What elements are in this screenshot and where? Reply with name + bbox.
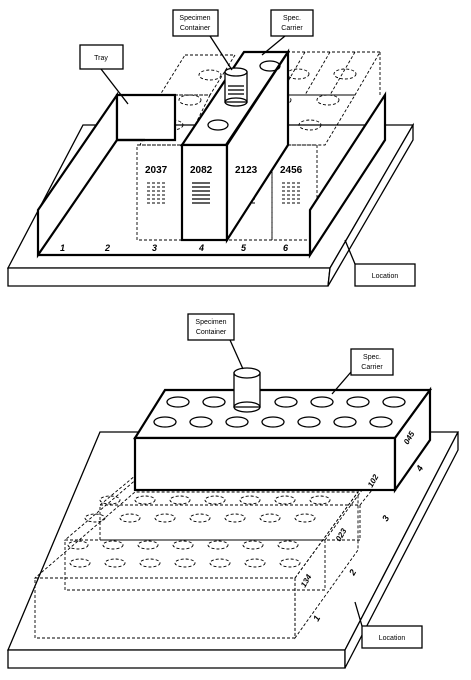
svg-text:Specimen: Specimen: [195, 319, 226, 326]
top-position-6: 6: [283, 243, 289, 253]
top-code-4: 2456: [280, 165, 303, 176]
top-position-1: 1: [60, 243, 65, 253]
svg-text:Location: Location: [379, 635, 406, 642]
top-callout-tray: Tray: [79, 44, 129, 105]
top-code-1: 2037: [145, 165, 168, 176]
top-position-2: 2: [104, 243, 110, 253]
top-specimen-container: [224, 67, 248, 107]
svg-text:Tray: Tray: [94, 55, 108, 62]
bottom-callout-location: Location: [354, 601, 423, 649]
bottom-position-4: 4: [414, 464, 426, 474]
bottom-position-2: 2: [347, 568, 359, 578]
top-position-4: 4: [198, 243, 204, 253]
bottom-highlighted-carrier: [133, 386, 433, 494]
top-code-2: 2082: [190, 165, 213, 176]
svg-text:Spec.: Spec.: [363, 354, 381, 361]
bottom-callout-spec-carrier: Spec. Carrier: [331, 348, 394, 395]
svg-text:Container: Container: [180, 25, 211, 32]
bottom-specimen-container: [233, 367, 261, 413]
top-callout-spec-carrier: Spec. Carrier: [261, 9, 314, 56]
svg-text:Specimen: Specimen: [179, 15, 210, 22]
bottom-position-1: 1: [311, 614, 322, 623]
svg-text:Spec.: Spec.: [283, 15, 301, 22]
top-callout-location: Location: [344, 239, 416, 287]
top-tray: [36, 91, 387, 259]
bottom-diagram: 134 023 102 045 1 2 3 4 Specimen Contain…: [7, 313, 460, 669]
top-code-3: 2123: [235, 165, 258, 176]
top-callout-specimen-container: Specimen Container: [172, 9, 233, 71]
bottom-callout-specimen-container: Specimen Container: [187, 313, 244, 370]
top-position-5: 5: [241, 243, 247, 253]
top-position-3: 3: [152, 243, 157, 253]
svg-text:Location: Location: [372, 273, 399, 280]
svg-text:Container: Container: [196, 329, 227, 336]
svg-text:Carrier: Carrier: [281, 25, 303, 32]
svg-text:Carrier: Carrier: [361, 364, 383, 371]
top-diagram: 2037 2082 2123 2456 1 2 3 4 5 6 Tray Spe…: [6, 9, 416, 287]
bottom-position-3: 3: [380, 514, 391, 523]
